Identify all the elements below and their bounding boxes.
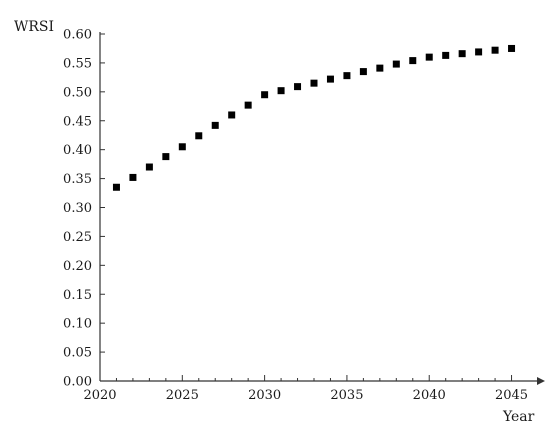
x-tick-label: 2020	[83, 388, 116, 403]
x-axis-arrow	[537, 377, 545, 385]
data-point	[475, 48, 483, 56]
data-point	[294, 83, 302, 91]
y-tick-label: 0.25	[63, 230, 92, 245]
data-point	[228, 111, 236, 119]
data-point	[343, 72, 351, 80]
data-point	[442, 51, 450, 59]
data-point	[261, 91, 269, 99]
data-point	[310, 79, 318, 87]
x-tick-label: 2035	[330, 388, 363, 403]
y-axis-title: WRSI	[14, 19, 54, 35]
axes: 0.00 0.05 0.10 0.15 0.20 0.25 0.30 0.35 0.40 0.45…	[63, 28, 545, 403]
x-tick-label: 2030	[248, 388, 281, 403]
x-axis-title: Year	[502, 409, 535, 425]
data-points	[112, 44, 516, 191]
y-tick-label: 0.30	[63, 201, 92, 216]
data-point	[277, 87, 285, 95]
y-tick-label: 0.15	[63, 288, 92, 303]
data-point	[359, 68, 367, 76]
x-tick-label: 2045	[495, 388, 528, 403]
y-tick-label: 0.20	[63, 259, 92, 274]
data-point	[425, 53, 433, 61]
data-point	[508, 44, 516, 52]
data-point	[409, 57, 417, 65]
data-point	[195, 132, 203, 140]
x-tick-label: 2025	[166, 388, 199, 403]
data-point	[376, 64, 384, 72]
y-tick-label: 0.00	[63, 375, 92, 390]
y-tick-label: 0.60	[63, 28, 92, 43]
y-tick-label: 0.10	[63, 317, 92, 332]
y-tick-label: 0.45	[63, 114, 92, 129]
y-tick-label: 0.05	[63, 346, 92, 361]
y-tick-label: 0.35	[63, 172, 92, 187]
data-point	[392, 60, 400, 68]
y-tick-label: 0.50	[63, 85, 92, 100]
data-point	[491, 46, 499, 54]
y-tick-label: 0.40	[63, 143, 92, 158]
data-point	[145, 163, 153, 171]
data-point	[244, 101, 252, 109]
x-tick-label: 2040	[413, 388, 446, 403]
data-point	[458, 50, 466, 58]
data-point	[326, 75, 334, 83]
y-tick-label: 0.55	[63, 56, 92, 71]
data-point	[129, 173, 137, 181]
data-point	[211, 121, 219, 129]
data-point	[112, 183, 120, 191]
data-point	[162, 153, 170, 161]
data-point	[178, 143, 186, 151]
